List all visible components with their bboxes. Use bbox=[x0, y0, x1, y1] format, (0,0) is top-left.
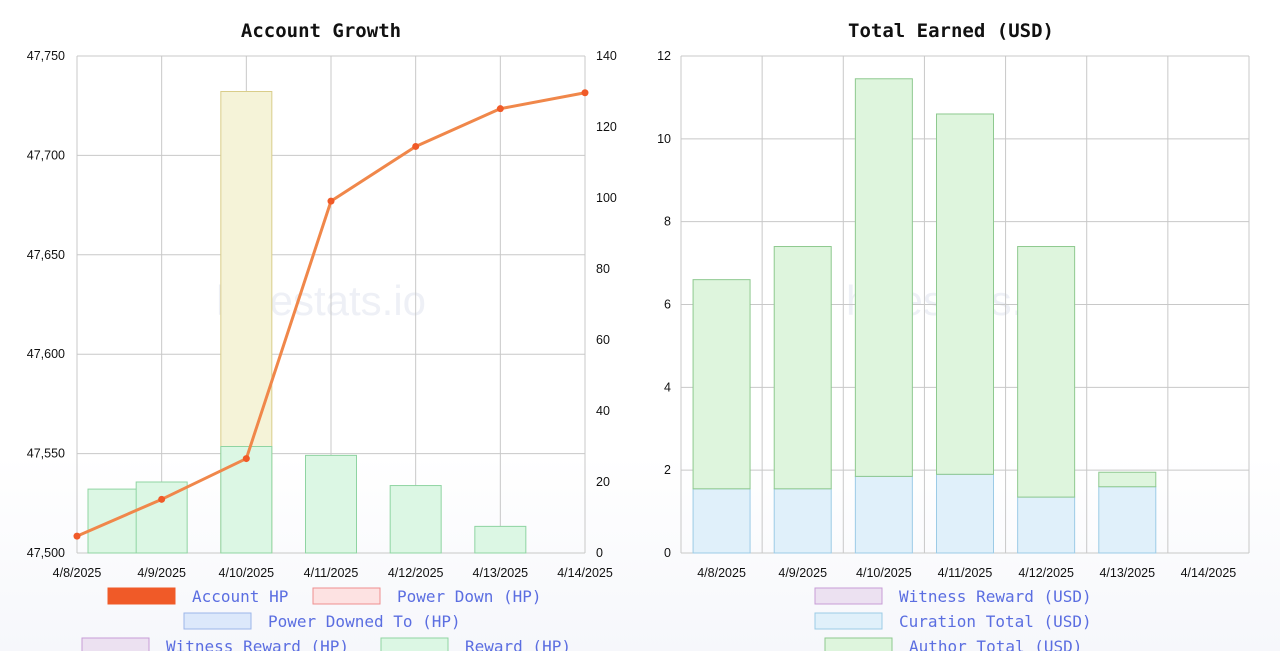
legend-label: Account HP bbox=[192, 587, 288, 606]
legend-swatch[interactable] bbox=[380, 637, 449, 651]
legend: Witness Reward (USD) Curation Total (USD)… bbox=[814, 587, 1092, 651]
y-right-tick-label: 80 bbox=[596, 262, 610, 276]
bar-author bbox=[1098, 471, 1157, 488]
legend-swatch[interactable] bbox=[183, 612, 252, 630]
y-tick-label: 0 bbox=[664, 546, 671, 560]
bar-author bbox=[692, 279, 751, 490]
legend-swatch[interactable] bbox=[814, 612, 883, 630]
account-hp-point bbox=[496, 105, 504, 113]
bar-curation bbox=[1098, 486, 1157, 554]
legend-label: Author Total (USD) bbox=[909, 637, 1082, 651]
y-left-tick-label: 47,550 bbox=[27, 447, 65, 461]
bar-reward-hp bbox=[389, 485, 442, 554]
bar-curation bbox=[854, 475, 913, 554]
y-left-tick-label: 47,750 bbox=[27, 49, 65, 63]
x-tick-label: 4/10/2025 bbox=[856, 566, 912, 580]
y-right-tick-label: 140 bbox=[596, 49, 617, 63]
x-tick-label: 4/11/2025 bbox=[938, 566, 993, 580]
y-right-tick-label: 120 bbox=[596, 120, 617, 134]
legend-label: Power Downed To (HP) bbox=[268, 612, 461, 631]
chart-title: Account Growth bbox=[241, 20, 401, 42]
bar-author bbox=[773, 246, 832, 490]
bar-reward-hp bbox=[135, 481, 188, 554]
x-tick-label: 4/9/2025 bbox=[778, 566, 827, 580]
x-tick-label: 4/9/2025 bbox=[137, 566, 186, 580]
y-left-tick-label: 47,500 bbox=[27, 546, 65, 560]
y-tick-label: 10 bbox=[657, 132, 671, 146]
x-tick-label: 4/10/2025 bbox=[219, 566, 275, 580]
account-growth-chart: Account Growthhivestats.io47,50047,55047… bbox=[27, 20, 617, 651]
bar-author bbox=[854, 78, 913, 477]
legend-swatch[interactable] bbox=[107, 587, 176, 605]
bar-reward-hp bbox=[305, 454, 357, 554]
account-hp-point bbox=[73, 532, 81, 540]
y-tick-label: 12 bbox=[657, 49, 671, 63]
legend-label: Power Down (HP) bbox=[397, 587, 542, 606]
earned-bars bbox=[692, 78, 1157, 554]
x-tick-label: 4/11/2025 bbox=[304, 566, 359, 580]
account-hp-point bbox=[581, 89, 589, 97]
total-earned-chart: Total Earned (USD)hivestats.io0246810124… bbox=[657, 20, 1250, 651]
legend-label: Witness Reward (HP) bbox=[166, 637, 349, 651]
bar-curation bbox=[773, 488, 832, 554]
account-hp-point bbox=[242, 455, 250, 463]
y-right-tick-label: 20 bbox=[596, 475, 610, 489]
x-tick-label: 4/14/2025 bbox=[1181, 566, 1237, 580]
x-tick-label: 4/14/2025 bbox=[557, 566, 613, 580]
bar-reward-hp bbox=[220, 446, 273, 554]
bar-curation bbox=[936, 473, 994, 554]
y-tick-label: 6 bbox=[664, 298, 671, 312]
legend-label: Curation Total (USD) bbox=[899, 612, 1092, 631]
x-tick-label: 4/12/2025 bbox=[388, 566, 444, 580]
y-right-tick-label: 0 bbox=[596, 546, 603, 560]
y-left-tick-label: 47,600 bbox=[27, 347, 65, 361]
legend-swatch[interactable] bbox=[312, 587, 381, 605]
legend: Account HP Power Down (HP) Power Downed To… bbox=[81, 587, 571, 651]
y-right-tick-label: 60 bbox=[596, 333, 610, 347]
bar-author bbox=[1017, 246, 1076, 498]
y-tick-label: 8 bbox=[664, 215, 671, 229]
bar-reward-hp bbox=[474, 525, 527, 554]
x-tick-label: 4/13/2025 bbox=[473, 566, 529, 580]
x-tick-label: 4/8/2025 bbox=[53, 566, 102, 580]
x-tick-label: 4/12/2025 bbox=[1018, 566, 1074, 580]
account-hp-point bbox=[327, 197, 335, 205]
y-tick-label: 2 bbox=[664, 463, 671, 477]
legend-swatch[interactable] bbox=[824, 637, 893, 651]
y-right-tick-label: 100 bbox=[596, 191, 617, 205]
account-hp-point bbox=[412, 142, 420, 150]
x-tick-label: 4/8/2025 bbox=[697, 566, 746, 580]
y-tick-label: 4 bbox=[664, 380, 671, 394]
y-left-tick-label: 47,700 bbox=[27, 148, 65, 162]
bar-curation bbox=[692, 488, 751, 554]
legend-label: Reward (HP) bbox=[465, 637, 571, 651]
account-hp-point bbox=[158, 495, 166, 503]
bar-curation bbox=[1017, 496, 1076, 554]
y-left-tick-label: 47,650 bbox=[27, 248, 65, 262]
legend-swatch[interactable] bbox=[814, 587, 883, 605]
y-right-tick-label: 40 bbox=[596, 404, 610, 418]
bar-author bbox=[936, 113, 994, 475]
legend-label: Witness Reward (USD) bbox=[899, 587, 1092, 606]
x-tick-label: 4/13/2025 bbox=[1099, 566, 1155, 580]
chart-title: Total Earned (USD) bbox=[848, 20, 1054, 42]
legend-swatch[interactable] bbox=[81, 637, 150, 651]
